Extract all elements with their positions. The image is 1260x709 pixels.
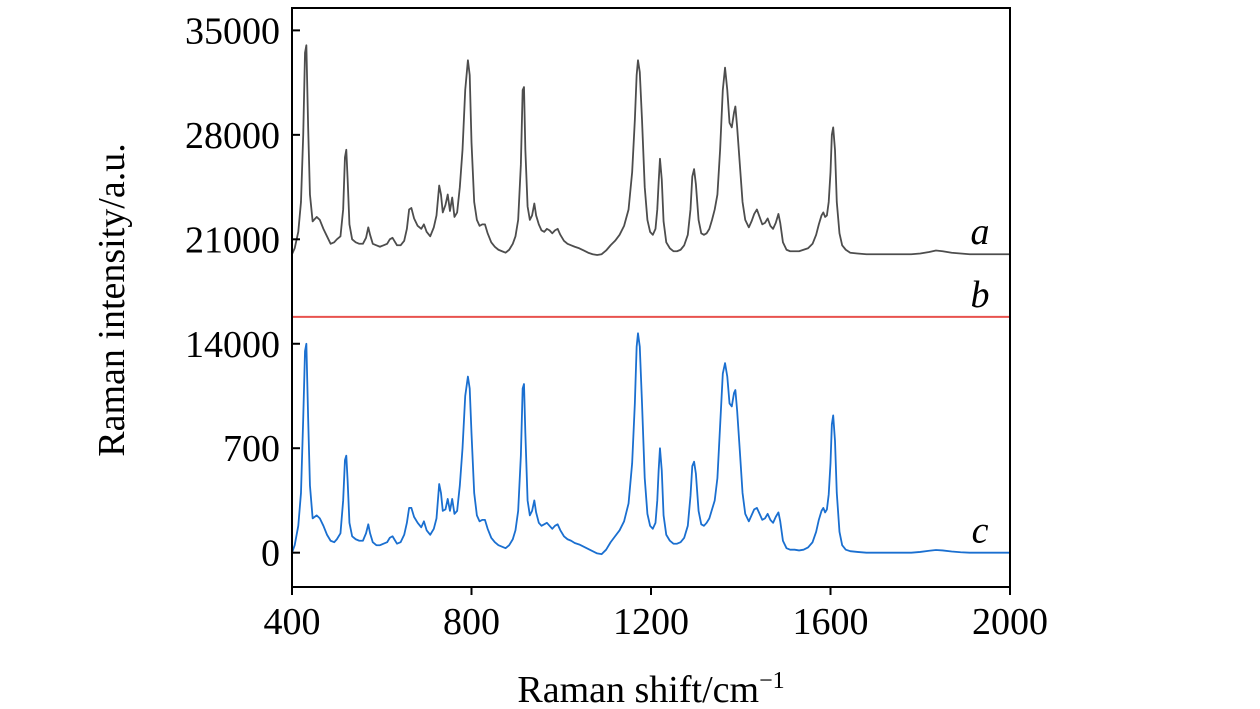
series-line-c [291, 332, 1010, 556]
x-tick-label-1200: 1200 [613, 601, 689, 643]
y-tick-label-21000: 21000 [185, 219, 280, 261]
curve-labels: ab c [971, 211, 990, 551]
x-axis-title: Raman shift/cm−1 [517, 668, 784, 709]
curve-label-a: a [971, 211, 990, 253]
plot-frame [291, 7, 1011, 588]
series-line-a [291, 44, 1010, 256]
y-tick-label-0: 0 [261, 533, 280, 575]
x-tick-label-800: 800 [443, 601, 500, 643]
x-tick-label-2000: 2000 [972, 601, 1048, 643]
x-tick-label-400: 400 [264, 601, 321, 643]
y-tick-label-35000: 35000 [185, 10, 280, 52]
y-tick-label-28000: 28000 [185, 115, 280, 157]
labels-layer: 400 800 1200 1600 2000 0 700 14000 21000 28000 350… [185, 10, 1048, 643]
y-tick-label-14000: 14000 [185, 324, 280, 366]
curve-label-b: b [971, 274, 990, 316]
series-layer [291, 44, 1010, 556]
y-axis-title: Raman intensity/a.u. [91, 143, 133, 456]
ticks-layer [291, 29, 1011, 595]
x-tick-label-1600: 1600 [793, 601, 869, 643]
curve-label-c: c [972, 510, 989, 552]
y-tick-label-7000: 700 [223, 428, 280, 470]
